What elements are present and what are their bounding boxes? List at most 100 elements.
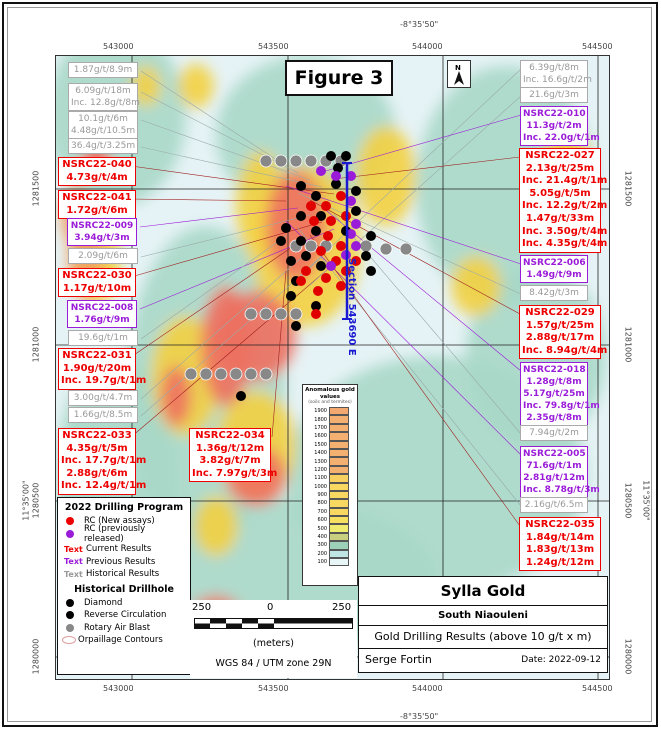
rc-prev-hole[interactable] [326,261,336,271]
diamond-hole[interactable] [311,226,321,236]
rab-hole[interactable] [304,239,318,253]
rc-new-hole[interactable] [316,246,326,256]
rc-new-hole[interactable] [323,231,333,241]
diamond-hole[interactable] [316,261,326,271]
assay-label-line: 2.88g/t/6m [66,467,128,479]
rab-hole[interactable] [379,242,393,256]
assay-label-line: 4.73g/t/4m [66,171,128,183]
color-scale-row: 800 [303,499,357,508]
rc-prev-hole[interactable] [316,166,326,176]
legend-title: 2022 Drilling Program [64,502,184,513]
rc-new-hole[interactable] [313,286,323,296]
diamond-hole[interactable] [276,236,286,246]
rab-hole[interactable] [359,239,373,253]
assay-label-line: 4.35g/t/5m [66,442,128,454]
rc-prev-hole[interactable] [346,196,356,206]
scale-unit: (meters) [253,638,294,649]
assay-label-line: NSRC22-041 [62,192,132,203]
rc-prev-hole[interactable] [331,171,341,181]
diamond-hole[interactable] [311,191,321,201]
map-legend: 2022 Drilling Program RC (New assays) RC… [57,497,191,675]
assay-label-line: 1.36g/t/12m [195,442,265,454]
rc-prev-hole[interactable] [351,241,361,251]
assay-label-line: NSRC22-029 [525,307,595,318]
rc-prev-hole[interactable] [351,219,361,229]
diamond-hole[interactable] [316,211,326,221]
diamond-hole[interactable] [281,223,291,233]
legend-diamond: Diamond [84,597,123,608]
northing-label: 1280000 [623,638,633,675]
diamond-hole[interactable] [351,186,361,196]
rab-hole[interactable] [184,367,198,381]
rc-new-hole[interactable] [311,309,321,319]
rab-hole[interactable] [229,367,243,381]
diamond-hole[interactable] [291,321,301,331]
anomaly-blob [451,256,501,316]
diamond-hole[interactable] [236,391,246,401]
assay-label-grey: 1.66g/t/8.5m [68,407,138,423]
diamond-hole[interactable] [301,251,311,261]
color-scale-row: 1400 [303,448,357,458]
rc-new-hole[interactable] [336,191,346,201]
diamond-hole[interactable] [311,301,321,311]
diamond-hole[interactable] [366,266,376,276]
assay-label-purple: NSRC22-010 11.3g/t/2m Inc. 22.0g/t/1m [520,106,600,146]
assay-label-line: 2.88g/t/17m [525,332,595,344]
diamond-hole[interactable] [341,151,351,161]
color-scale-row: 1000 [303,482,357,491]
diamond-hole[interactable] [296,211,306,221]
northing-label: 1281500 [623,170,633,207]
rc-new-hole[interactable] [306,201,316,211]
color-scale-value: 400 [317,534,327,541]
diamond-hole[interactable] [286,256,296,266]
assay-label-line: 1.90g/t/20m [62,362,132,374]
rab-hole[interactable] [244,307,258,321]
rab-hole[interactable] [259,154,273,168]
easting-label: 544000 [412,42,443,51]
diamond-hole[interactable] [333,163,343,173]
assay-label-line: 1.57g/t/25m [525,319,595,331]
rc-new-hole[interactable] [301,266,311,276]
easting-label: 544500 [582,684,613,693]
rab-hole[interactable] [214,367,228,381]
diamond-hole[interactable] [296,236,306,246]
diamond-hole[interactable] [331,179,341,189]
rc-new-hole[interactable] [321,273,331,283]
text-sample-current: Text [64,544,83,554]
color-swatch [329,440,349,449]
rab-hole[interactable] [289,154,303,168]
color-scale-value: 200 [317,550,327,557]
diamond-hole[interactable] [366,231,376,241]
rc-new-hole[interactable] [326,216,336,226]
rab-hole[interactable] [289,307,303,321]
rab-hole[interactable] [259,367,273,381]
rab-hole[interactable] [199,367,213,381]
text-sample-historical: Text [64,569,83,579]
rc-new-hole[interactable] [336,241,346,251]
leader-line [297,227,522,507]
assay-label-line: 1.84g/t/14m [525,531,595,543]
diamond-hole[interactable] [361,251,371,261]
rab-hole[interactable] [399,242,413,256]
assay-label-line: Inc. 4.35g/t/4m [522,238,608,250]
rc-prev-hole[interactable] [346,229,356,239]
rc-new-hole[interactable] [296,276,306,286]
diamond-hole[interactable] [351,206,361,216]
diamond-hole[interactable] [296,181,306,191]
rab-hole[interactable] [304,154,318,168]
rab-hole[interactable] [274,154,288,168]
assay-label-line: 71.6g/t/1m [526,461,582,471]
rc-new-hole[interactable] [321,201,331,211]
assay-label-line: NSRC22-035 [525,519,595,530]
assay-label-line: 1.17g/t/10m [62,282,132,294]
rab-hole[interactable] [259,307,273,321]
rc-new-hole[interactable] [336,281,346,291]
rc-prev-hole[interactable] [346,171,356,181]
rc-new-hole[interactable] [309,216,319,226]
diamond-hole[interactable] [286,291,296,301]
rc-new-hole[interactable] [351,256,361,266]
rab-hole[interactable] [244,367,258,381]
rab-hole[interactable] [274,307,288,321]
diamond-hole[interactable] [326,151,336,161]
